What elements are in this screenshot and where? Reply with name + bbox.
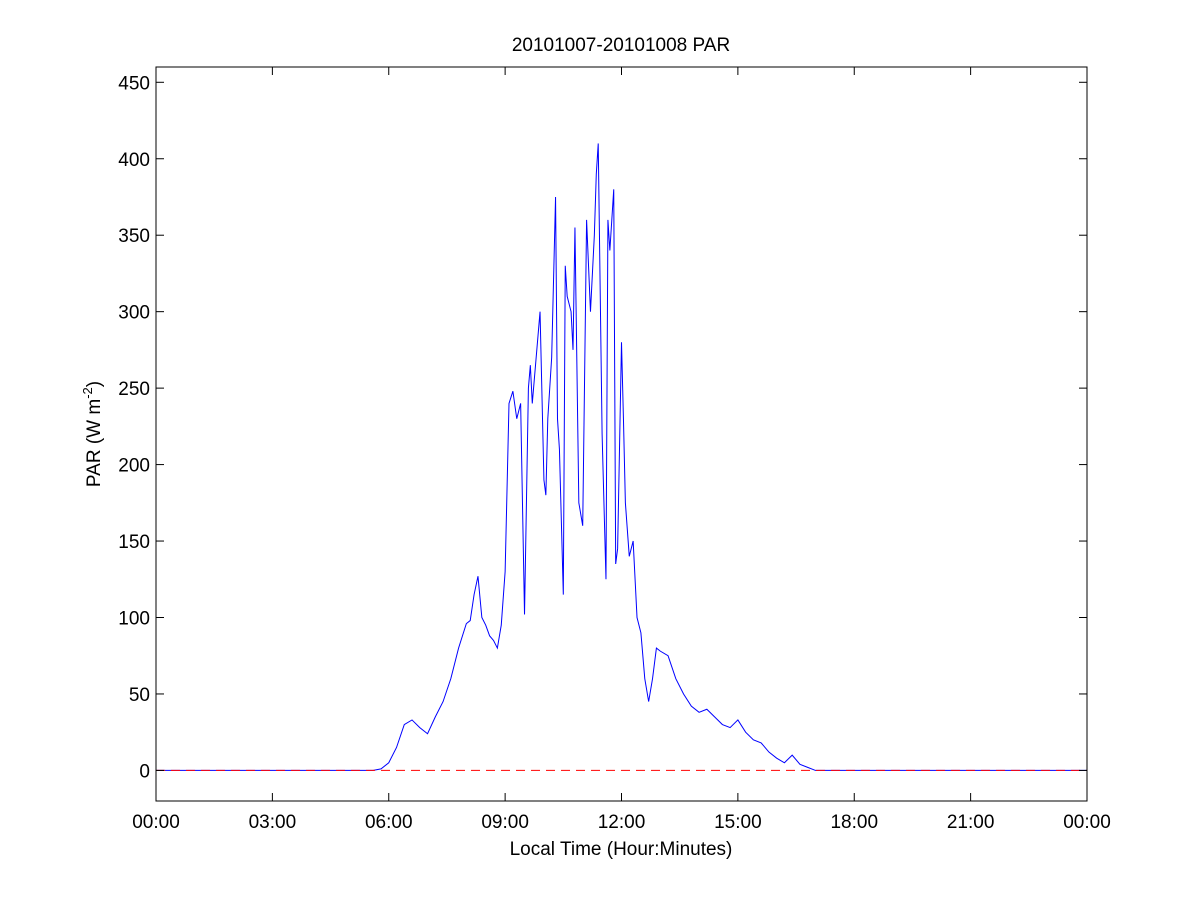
x-tick-label: 09:00: [481, 812, 529, 833]
chart-title: 20101007-20101008 PAR: [512, 35, 730, 56]
y-tick-label: 0: [139, 761, 150, 782]
plot-frame: [155, 66, 1088, 802]
y-tick-label: 250: [118, 379, 150, 400]
x-tick-label: 00:00: [1063, 812, 1111, 833]
y-tick-label: 100: [118, 609, 150, 630]
x-tick-label: 06:00: [365, 812, 413, 833]
x-tick-label: 15:00: [714, 812, 762, 833]
y-tick-label: 50: [129, 685, 150, 706]
tick-layer: 00:00 03:00 06:00 09:00 12:00 15:00 18:00 21:00…: [118, 67, 1111, 833]
y-tick-label: 150: [118, 532, 150, 553]
y-axis-label-superscript: -2: [80, 387, 95, 399]
y-axis-label: PAR (W m-2): [80, 381, 105, 487]
y-axis-label-main: PAR (W m: [84, 399, 105, 487]
y-tick-label: 200: [118, 456, 150, 477]
x-tick-label: 00:00: [132, 812, 180, 833]
x-tick-label: 21:00: [947, 812, 995, 833]
x-tick-label: 12:00: [598, 812, 646, 833]
y-tick-label: 400: [118, 150, 150, 171]
x-tick-label: 03:00: [249, 812, 297, 833]
y-tick-label: 350: [118, 226, 150, 247]
x-tick-label: 18:00: [830, 812, 878, 833]
par-series-line: [156, 143, 1087, 771]
y-tick-label: 300: [118, 303, 150, 324]
series-layer: [156, 143, 1087, 771]
y-tick-label: 450: [118, 73, 150, 94]
x-axis-label: Local Time (Hour:Minutes): [510, 839, 733, 860]
y-axis-label-close: ): [84, 381, 105, 387]
